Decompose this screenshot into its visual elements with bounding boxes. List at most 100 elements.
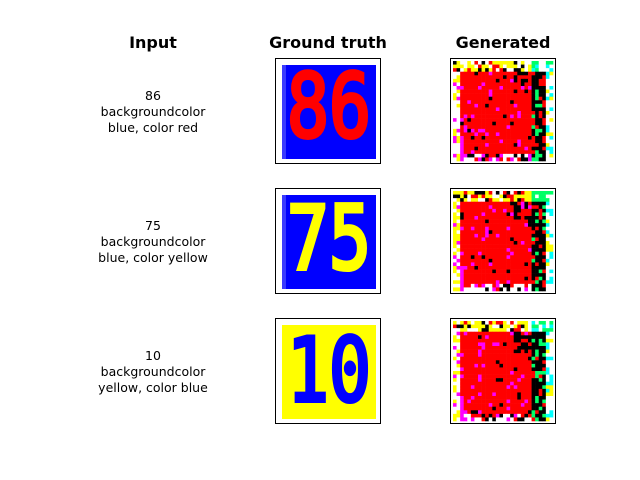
generated-pixel xyxy=(467,100,472,105)
generated-pixel xyxy=(492,103,497,108)
generated-pixel xyxy=(495,136,500,140)
generated-pixel xyxy=(503,367,507,372)
generated-pixel xyxy=(467,328,472,333)
generated-pixel xyxy=(503,356,507,361)
generated-pixel xyxy=(524,331,529,336)
generated-pixel xyxy=(499,198,504,203)
generated-pixel xyxy=(453,114,457,119)
generated-pixel xyxy=(463,287,468,292)
generated-pixel xyxy=(488,205,493,210)
generated-pixel xyxy=(467,266,472,270)
generated-pixel xyxy=(510,118,515,123)
generated-pixel xyxy=(456,205,461,210)
generated-pixel xyxy=(488,255,493,260)
generated-pixel xyxy=(517,269,522,274)
generated-pixel xyxy=(503,396,507,400)
generated-pixel xyxy=(481,392,486,397)
generated-pixel xyxy=(535,128,540,133)
generated-pixel xyxy=(499,262,504,267)
generated-pixel xyxy=(524,262,529,267)
generated-pixel xyxy=(474,360,479,365)
generated-pixel xyxy=(549,392,554,397)
generated-pixel xyxy=(510,78,515,83)
generated-pixel xyxy=(492,410,497,415)
generated-pixel xyxy=(535,367,540,372)
generated-pixel xyxy=(524,132,529,137)
generated-pixel xyxy=(513,230,518,235)
generated-pixel xyxy=(460,64,465,69)
generated-pixel xyxy=(460,410,465,415)
generated-pixel xyxy=(549,219,554,224)
generated-pixel xyxy=(499,321,504,325)
generated-pixel xyxy=(538,266,543,270)
generated-pixel xyxy=(513,201,518,206)
generated-pixel xyxy=(485,399,490,404)
generated-pixel xyxy=(460,276,465,281)
generated-pixel xyxy=(520,201,525,206)
generated-pixel xyxy=(453,335,457,340)
generated-pixel xyxy=(478,399,482,404)
generated-pixel xyxy=(506,269,511,274)
generated-pixel xyxy=(531,61,536,65)
generated-pixel xyxy=(492,388,497,393)
generated-pixel xyxy=(456,324,461,329)
gt-background xyxy=(282,65,376,159)
generated-pixel xyxy=(520,96,525,101)
generated-pixel xyxy=(467,396,472,400)
generated-pixel xyxy=(456,125,461,130)
generated-pixel xyxy=(453,251,457,256)
generated-pixel xyxy=(542,388,547,393)
generated-pixel xyxy=(510,276,515,281)
generated-pixel xyxy=(513,385,518,390)
generated-pixel xyxy=(538,276,543,281)
generated-pixel xyxy=(485,283,490,288)
generated-pixel xyxy=(513,68,518,73)
generated-pixel xyxy=(513,107,518,112)
generated-pixel xyxy=(492,356,497,361)
generated-pixel xyxy=(467,128,472,133)
generated-pixel xyxy=(535,103,540,108)
generated-pixel xyxy=(463,237,468,242)
generated-pixel xyxy=(545,128,550,133)
generated-pixel xyxy=(499,251,504,256)
generated-pixel xyxy=(524,251,529,256)
generated-pixel xyxy=(499,381,504,386)
generated-pixel xyxy=(542,349,547,354)
generated-pixel xyxy=(492,403,497,408)
generated-pixel xyxy=(513,287,518,292)
generated-pixel xyxy=(456,403,461,408)
generated-pixel xyxy=(542,287,547,292)
generated-pixel xyxy=(474,371,479,375)
generated-pixel xyxy=(503,150,507,155)
generated-pixel xyxy=(456,68,461,73)
generated-pixel xyxy=(524,335,529,340)
generated-pixel xyxy=(542,283,547,288)
generated-pixel xyxy=(456,346,461,350)
generated-pixel xyxy=(492,349,497,354)
generated-pixel xyxy=(456,331,461,336)
generated-pixel xyxy=(513,93,518,98)
generated-pixel xyxy=(495,410,500,415)
generated-pixel xyxy=(503,328,507,333)
generated-pixel xyxy=(542,230,547,235)
generated-pixel xyxy=(478,86,482,90)
generated-pixel xyxy=(517,68,522,73)
generated-pixel xyxy=(470,353,475,358)
generated-pixel xyxy=(535,276,540,281)
generated-pixel xyxy=(538,150,543,155)
generated-pixel xyxy=(453,385,457,390)
generated-pixel xyxy=(549,328,554,333)
generated-pixel xyxy=(517,353,522,358)
generated-pixel xyxy=(460,346,465,350)
generated-pixel xyxy=(495,283,500,288)
generated-pixel xyxy=(478,360,482,365)
generated-pixels xyxy=(453,191,554,292)
generated-pixel xyxy=(520,208,525,213)
generated-pixel xyxy=(549,338,554,343)
generated-pixel xyxy=(460,287,465,292)
generated-pixel xyxy=(517,262,522,267)
generated-pixel xyxy=(510,150,515,155)
generated-pixel xyxy=(478,349,482,354)
input-number: 10 xyxy=(145,348,161,363)
generated-pixel xyxy=(453,208,457,213)
